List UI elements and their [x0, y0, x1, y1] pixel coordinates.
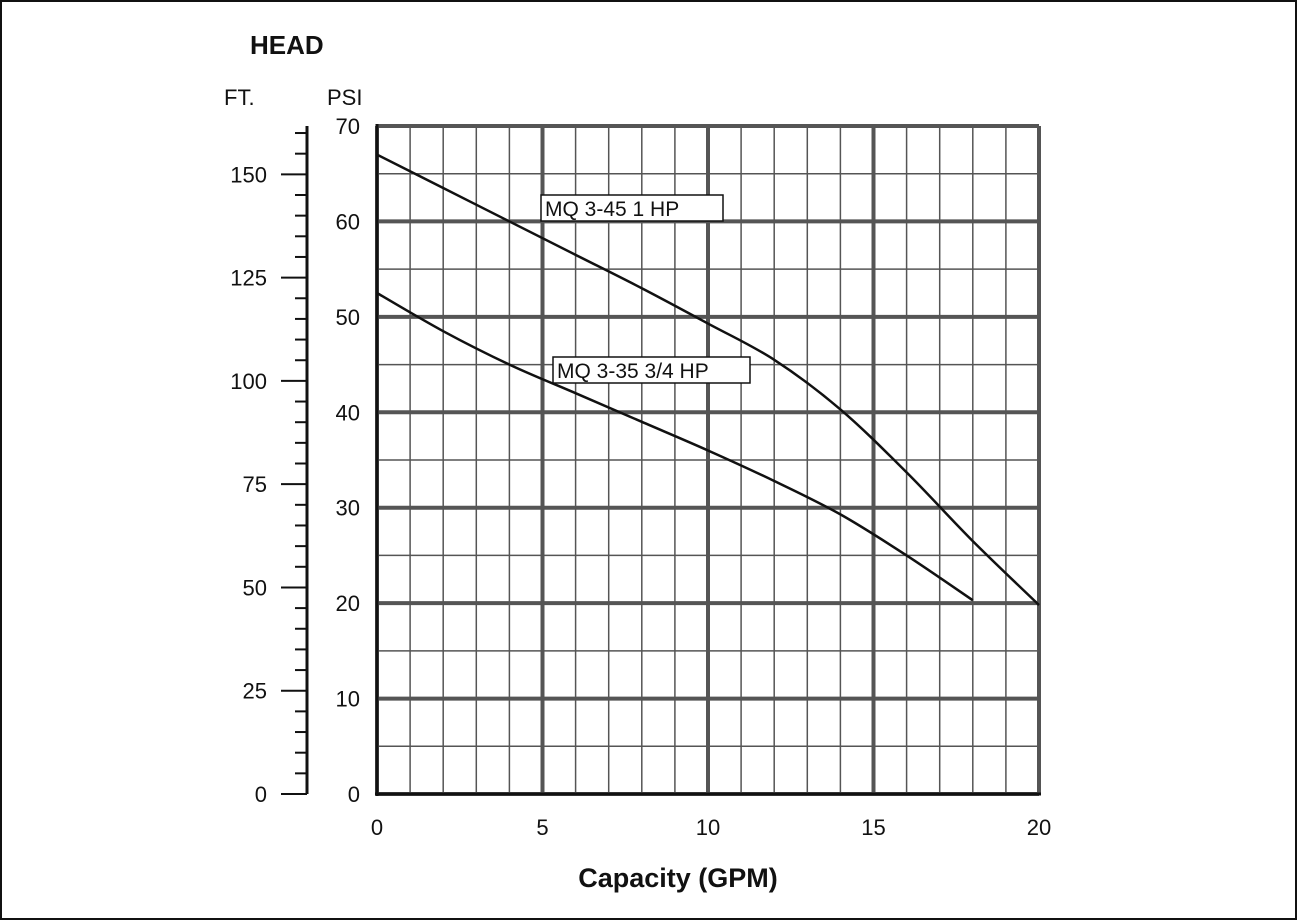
performance-curves: [376, 153, 1040, 606]
curve-series-0: [376, 153, 1040, 606]
series-label-1: MQ 3-35 3/4 HP: [557, 360, 709, 383]
ft-unit-label: FT.: [224, 85, 255, 110]
series-label-box: [540, 194, 724, 222]
x-tick-label: 20: [1027, 815, 1051, 840]
x-axis-label: Capacity (GPM): [578, 863, 778, 893]
psi-tick-label: 0: [348, 782, 360, 807]
ft-tick-label: 150: [230, 162, 267, 187]
x-tick-labels: 0 5 10 15 20: [371, 815, 1051, 840]
ft-tick-label: 25: [243, 679, 267, 704]
psi-unit-label: PSI: [327, 85, 362, 110]
ft-tick-label: 0: [255, 782, 267, 807]
ft-tick-label: 50: [243, 575, 267, 600]
psi-tick-label: 30: [336, 496, 360, 521]
major-grid: [375, 124, 1041, 796]
curve-series-1: [376, 291, 974, 602]
psi-tick-label: 70: [336, 114, 360, 139]
psi-tick-label: 20: [336, 591, 360, 616]
psi-tick-label: 60: [336, 209, 360, 234]
psi-tick-label: 10: [336, 687, 360, 712]
series-label-0: MQ 3-45 1 HP: [545, 198, 679, 221]
psi-tick-label: 40: [336, 400, 360, 425]
ft-tick-label: 75: [243, 472, 267, 497]
x-tick-label: 5: [536, 815, 548, 840]
psi-tick-label: 50: [336, 305, 360, 330]
x-tick-label: 10: [696, 815, 720, 840]
feet-axis: 0 25 50 75 100 125 150: [230, 126, 309, 807]
series-labels: MQ 3-45 1 HP MQ 3-35 3/4 HP: [540, 194, 751, 384]
psi-tick-labels: 0 10 20 30 40 50 60 70: [336, 114, 360, 807]
x-tick-label: 15: [861, 815, 885, 840]
chart-title: HEAD: [250, 30, 324, 60]
series-label-box: [552, 356, 751, 384]
ft-tick-label: 100: [230, 369, 267, 394]
ft-tick-label: 125: [230, 266, 267, 291]
x-tick-label: 0: [371, 815, 383, 840]
